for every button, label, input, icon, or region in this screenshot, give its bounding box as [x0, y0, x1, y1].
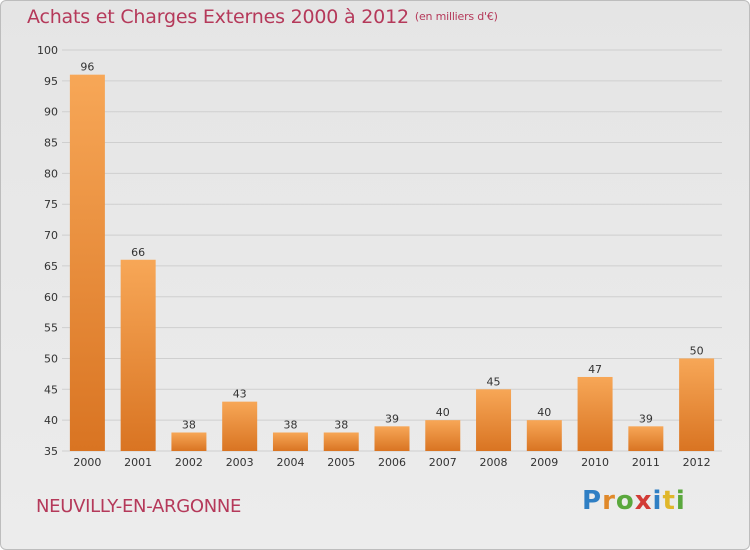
data-label: 40 — [537, 406, 551, 419]
data-label: 38 — [334, 418, 348, 431]
y-tick-label: 55 — [44, 322, 58, 335]
data-label: 40 — [436, 406, 450, 419]
data-labels: 96 66 38 43 38 38 39 40 45 40 47 39 50 — [80, 61, 703, 432]
chart-subtitle: (en milliers d'€) — [414, 10, 498, 23]
bar-2008 — [476, 389, 512, 451]
x-tick-label: 2005 — [327, 456, 355, 469]
commune-name: NEUVILLY-EN-ARGONNE — [36, 496, 242, 517]
x-tick-label: 2006 — [378, 456, 406, 469]
x-tick-label: 2008 — [480, 456, 508, 469]
x-tick-label: 2001 — [124, 456, 152, 469]
proxiti-logo: Proxiti — [582, 486, 686, 516]
bar-2003 — [222, 401, 258, 451]
y-tick-label: 100 — [37, 44, 58, 57]
bar-2000 — [69, 74, 105, 451]
x-tick-label: 2012 — [683, 456, 711, 469]
x-tick-label: 2002 — [175, 456, 203, 469]
x-tick-label: 2003 — [226, 456, 254, 469]
bar-2012 — [679, 358, 715, 451]
y-tick-label: 65 — [44, 260, 58, 273]
data-label: 43 — [233, 388, 247, 401]
grid-lines — [62, 49, 722, 452]
chart-title: Achats et Charges Externes 2000 à 2012 (e… — [27, 6, 498, 28]
bar-2011 — [628, 426, 664, 451]
x-tick-label: 2009 — [530, 456, 558, 469]
y-axis-labels: 35 40 45 50 55 60 65 70 75 80 85 90 95 100 — [37, 44, 58, 458]
data-label: 39 — [385, 412, 399, 425]
data-label: 96 — [80, 61, 94, 74]
data-label: 38 — [182, 418, 196, 431]
y-tick-label: 50 — [44, 352, 58, 365]
y-tick-label: 85 — [44, 137, 58, 150]
bar-2005 — [323, 432, 359, 451]
x-tick-label: 2011 — [632, 456, 660, 469]
y-tick-label: 90 — [44, 106, 58, 119]
y-tick-label: 75 — [44, 198, 58, 211]
y-tick-label: 45 — [44, 383, 58, 396]
bar-2001 — [120, 259, 156, 451]
y-tick-label: 35 — [44, 445, 58, 458]
bars — [69, 74, 715, 451]
chart-title-text: Achats et Charges Externes 2000 à 2012 — [27, 6, 409, 28]
data-label: 45 — [487, 375, 501, 388]
data-label: 38 — [283, 418, 297, 431]
y-tick-label: 80 — [44, 167, 58, 180]
bar-2002 — [171, 432, 207, 451]
bar-2010 — [577, 376, 613, 451]
x-tick-label: 2004 — [276, 456, 304, 469]
x-tick-label: 2000 — [73, 456, 101, 469]
y-tick-label: 40 — [44, 414, 58, 427]
data-label: 50 — [690, 344, 704, 357]
bar-2004 — [272, 432, 308, 451]
data-label: 66 — [131, 246, 145, 259]
y-tick-label: 70 — [44, 229, 58, 242]
bar-2006 — [374, 426, 410, 451]
x-tick-label: 2007 — [429, 456, 457, 469]
bar-2007 — [425, 420, 461, 451]
data-label: 39 — [639, 412, 653, 425]
x-tick-label: 2010 — [581, 456, 609, 469]
y-tick-label: 95 — [44, 75, 58, 88]
y-tick-label: 60 — [44, 291, 58, 304]
x-axis-labels: 2000 2001 2002 2003 2004 2005 2006 2007 2008 2009… — [73, 456, 710, 469]
bar-2009 — [526, 420, 562, 451]
data-label: 47 — [588, 363, 602, 376]
